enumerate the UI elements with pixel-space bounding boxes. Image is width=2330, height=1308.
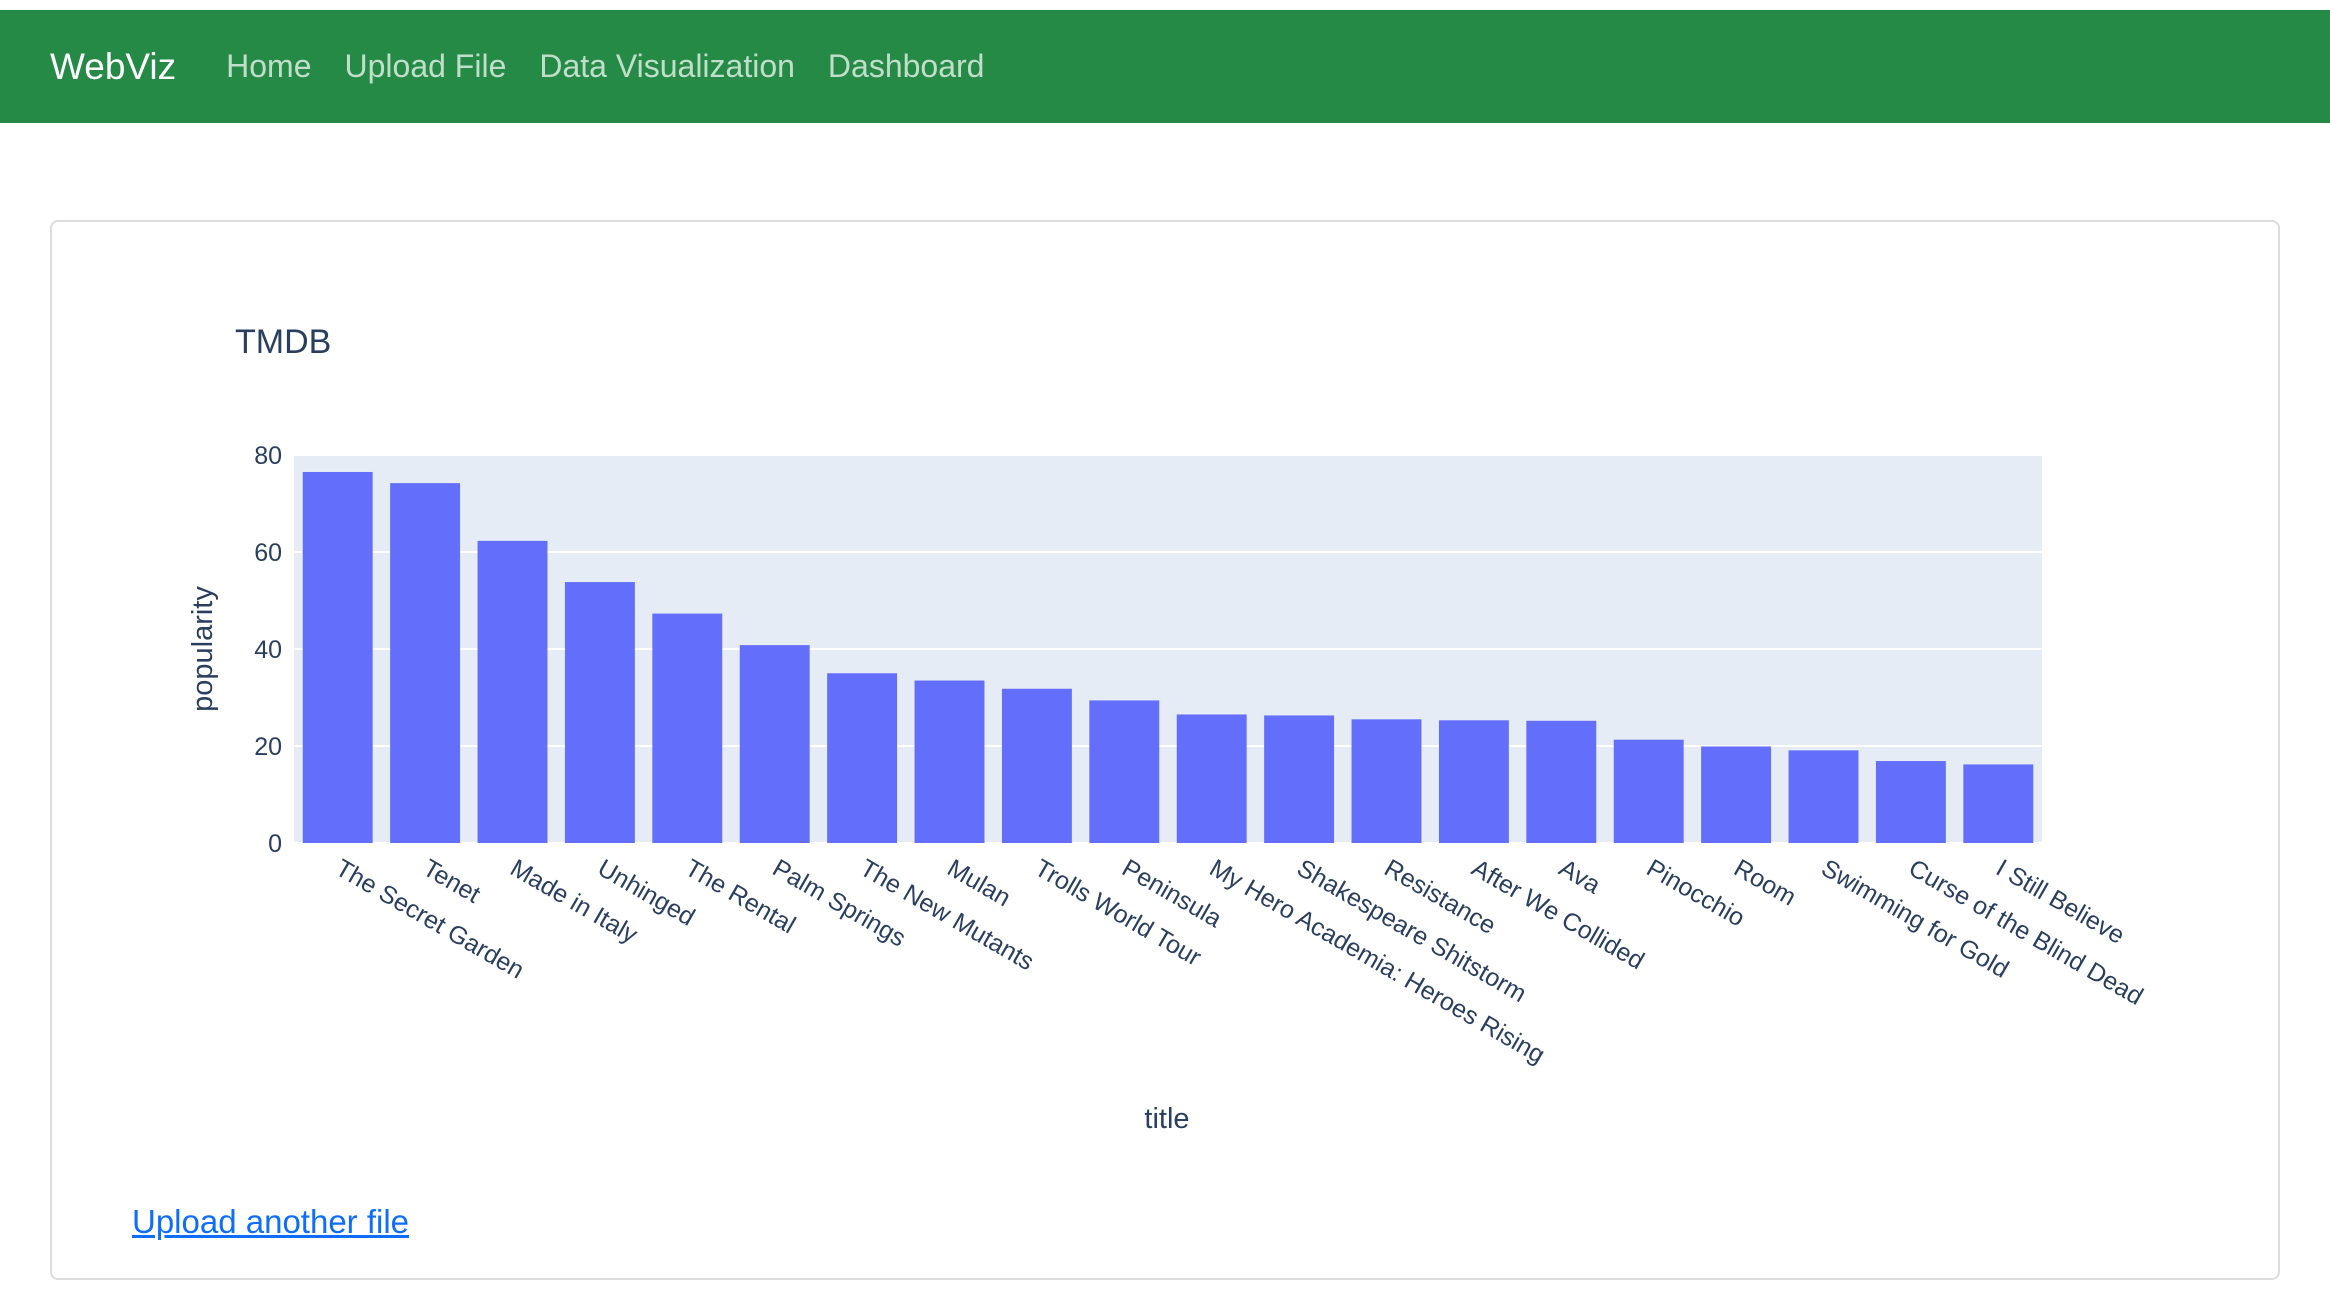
- chart-title: TMDB: [235, 323, 331, 361]
- upload-another-file-link[interactable]: Upload another file: [132, 1203, 410, 1240]
- x-axis-label: title: [1144, 1103, 1189, 1135]
- bar-my-hero-academia-heroes-rising[interactable]: [1176, 714, 1247, 843]
- y-tick-label: 40: [254, 636, 282, 664]
- x-tick-label: Tenet: [418, 854, 485, 909]
- x-tick-label: Pinocchio: [1642, 854, 1750, 932]
- brand-logo[interactable]: WebViz: [50, 45, 177, 87]
- y-tick-label: 80: [254, 442, 282, 470]
- bar-shakespeare-shitstorm[interactable]: [1264, 715, 1335, 843]
- bar-mulan[interactable]: [914, 680, 985, 843]
- bar-after-we-collided[interactable]: [1438, 720, 1509, 843]
- bar-curse-of-the-blind-dead[interactable]: [1875, 761, 1946, 843]
- bar-unhinged[interactable]: [564, 582, 635, 843]
- nav-link-home[interactable]: Home: [226, 48, 312, 84]
- bar-the-rental[interactable]: [652, 613, 723, 843]
- bar-i-still-believe[interactable]: [1963, 764, 2034, 843]
- y-tick-label: 60: [254, 539, 282, 567]
- bar-palm-springs[interactable]: [739, 645, 810, 843]
- top-strip: [0, 0, 2330, 10]
- y-tick-labels: 0 20 40 60 80: [254, 442, 282, 858]
- x-tick-label: Ava: [1554, 854, 1605, 900]
- bar-room[interactable]: [1701, 746, 1772, 843]
- nav-link-data-visualization[interactable]: Data Visualization: [539, 48, 795, 84]
- nav-link-upload-file[interactable]: Upload File: [344, 48, 507, 84]
- bar-trolls-world-tour[interactable]: [1001, 688, 1072, 843]
- bar-ava[interactable]: [1526, 720, 1597, 843]
- y-tick-label: 20: [254, 733, 282, 761]
- bar-resistance[interactable]: [1351, 719, 1422, 843]
- nav-link-dashboard[interactable]: Dashboard: [827, 48, 985, 84]
- bar-tenet[interactable]: [390, 483, 461, 843]
- y-axis-label: popularity: [187, 586, 219, 712]
- bar-the-secret-garden[interactable]: [302, 471, 373, 843]
- navbar: WebViz Home Upload File Data Visualizati…: [0, 10, 2330, 123]
- bar-swimming-for-gold[interactable]: [1788, 750, 1859, 843]
- bar-peninsula[interactable]: [1089, 700, 1160, 843]
- bar-made-in-italy[interactable]: [477, 540, 548, 843]
- bars[interactable]: [302, 471, 2034, 843]
- bar-pinocchio[interactable]: [1613, 739, 1684, 843]
- bar-the-new-mutants[interactable]: [827, 673, 898, 843]
- y-tick-label: 0: [268, 830, 282, 858]
